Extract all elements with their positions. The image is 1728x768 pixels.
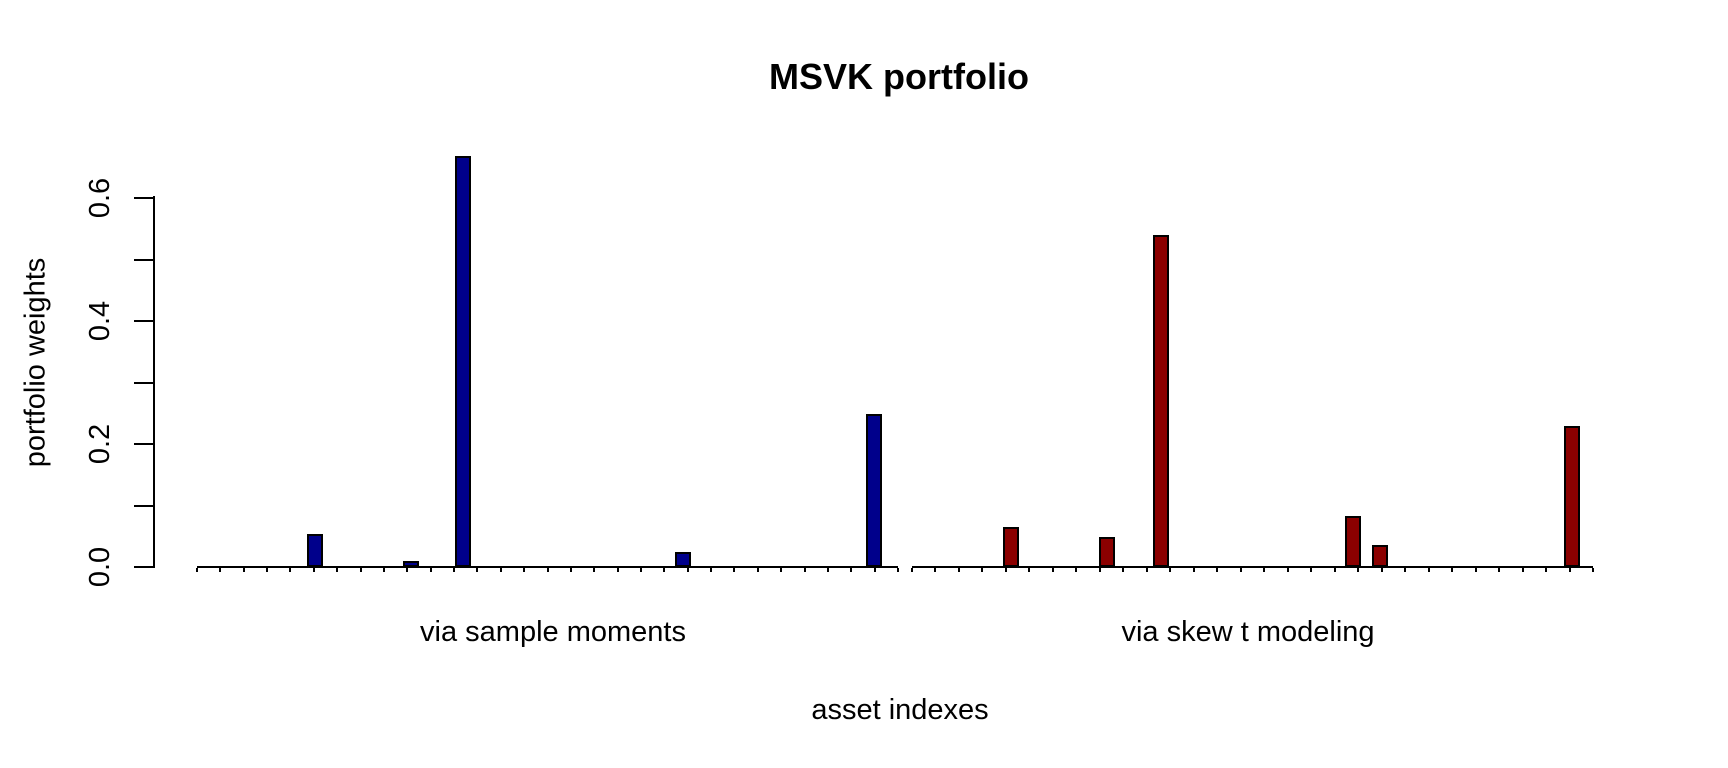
asset-index-tick xyxy=(1286,568,1289,572)
asset-index-tick xyxy=(1545,568,1548,572)
asset-index-tick xyxy=(429,568,432,572)
weight-bar xyxy=(1372,545,1388,567)
asset-index-tick xyxy=(616,568,619,572)
asset-index-tick xyxy=(1357,568,1360,572)
weight-bar xyxy=(1153,235,1169,567)
asset-index-tick xyxy=(733,568,736,572)
asset-index-tick xyxy=(1239,568,1242,572)
asset-index-tick xyxy=(686,568,689,572)
weight-bar xyxy=(675,552,691,567)
y-axis-tick xyxy=(134,197,154,199)
x-axis-line xyxy=(197,566,898,568)
asset-index-tick xyxy=(1404,568,1407,572)
y-axis-tick xyxy=(134,320,154,322)
chart-title: MSVK portfolio xyxy=(769,56,1029,97)
group-label-sample-moments: via sample moments xyxy=(420,616,686,648)
x-axis-line xyxy=(912,566,1593,568)
asset-index-tick xyxy=(803,568,806,572)
asset-index-tick xyxy=(934,568,937,572)
asset-index-tick xyxy=(1051,568,1054,572)
x-axis-label: asset indexes xyxy=(811,694,989,726)
asset-index-tick xyxy=(1592,568,1594,572)
asset-index-tick xyxy=(196,568,198,572)
weight-bar xyxy=(307,534,323,567)
asset-index-tick xyxy=(1145,568,1148,572)
asset-index-tick xyxy=(1216,568,1219,572)
asset-index-tick xyxy=(710,568,713,572)
asset-index-tick xyxy=(873,568,876,572)
asset-index-tick xyxy=(1568,568,1571,572)
asset-index-tick xyxy=(1263,568,1266,572)
asset-index-tick xyxy=(981,568,984,572)
weight-bar xyxy=(455,156,471,567)
weight-bar xyxy=(1003,527,1019,567)
asset-index-tick xyxy=(523,568,526,572)
y-axis-tick-label: 0.6 xyxy=(84,177,116,219)
asset-index-tick xyxy=(1521,568,1524,572)
y-axis-tick xyxy=(134,504,154,507)
asset-index-tick xyxy=(266,568,269,572)
asset-index-tick xyxy=(1122,568,1125,572)
asset-index-tick xyxy=(1451,568,1454,572)
asset-index-tick xyxy=(1075,568,1078,572)
asset-index-tick xyxy=(1028,568,1031,572)
asset-index-tick xyxy=(219,568,222,572)
y-axis-tick xyxy=(134,258,154,261)
asset-index-tick xyxy=(593,568,596,572)
group-label-skew-t: via skew t modeling xyxy=(1121,616,1375,648)
y-axis-tick xyxy=(134,443,154,445)
y-axis-label: portfolio weights xyxy=(19,257,52,468)
weight-bar xyxy=(1564,426,1580,567)
asset-index-tick xyxy=(336,568,339,572)
y-axis-tick xyxy=(134,566,154,568)
asset-index-tick xyxy=(826,568,829,572)
asset-index-tick xyxy=(453,568,456,572)
asset-index-tick xyxy=(1169,568,1172,572)
y-axis-tick-label: 0.2 xyxy=(84,423,116,465)
asset-index-tick xyxy=(850,568,853,572)
asset-index-tick xyxy=(957,568,960,572)
y-axis-tick-label: 0.4 xyxy=(84,300,116,342)
weight-bar xyxy=(1099,537,1115,567)
asset-index-tick xyxy=(1474,568,1477,572)
weight-bar xyxy=(866,414,882,567)
asset-index-tick xyxy=(289,568,292,572)
asset-index-tick xyxy=(1192,568,1195,572)
asset-index-tick xyxy=(359,568,362,572)
asset-index-tick xyxy=(897,568,899,572)
y-axis-tick xyxy=(134,381,154,384)
asset-index-tick xyxy=(1427,568,1430,572)
asset-index-tick xyxy=(382,568,385,572)
asset-index-tick xyxy=(546,568,549,572)
asset-index-tick xyxy=(1380,568,1383,572)
asset-index-tick xyxy=(499,568,502,572)
asset-index-tick xyxy=(476,568,479,572)
asset-index-tick xyxy=(663,568,666,572)
asset-index-tick xyxy=(312,568,315,572)
asset-index-tick xyxy=(911,568,913,572)
asset-index-tick xyxy=(780,568,783,572)
y-axis-tick-label: 0.0 xyxy=(84,546,116,588)
asset-index-tick xyxy=(1310,568,1313,572)
asset-index-tick xyxy=(756,568,759,572)
asset-index-tick xyxy=(1498,568,1501,572)
weight-bar xyxy=(1345,516,1361,567)
asset-index-tick xyxy=(242,568,245,572)
asset-index-tick xyxy=(569,568,572,572)
asset-index-tick xyxy=(1004,568,1007,572)
asset-index-tick xyxy=(639,568,642,572)
y-axis-line xyxy=(153,196,155,568)
asset-index-tick xyxy=(1333,568,1336,572)
weight-bar xyxy=(403,561,419,567)
asset-index-tick xyxy=(406,568,409,572)
asset-index-tick xyxy=(1098,568,1101,572)
